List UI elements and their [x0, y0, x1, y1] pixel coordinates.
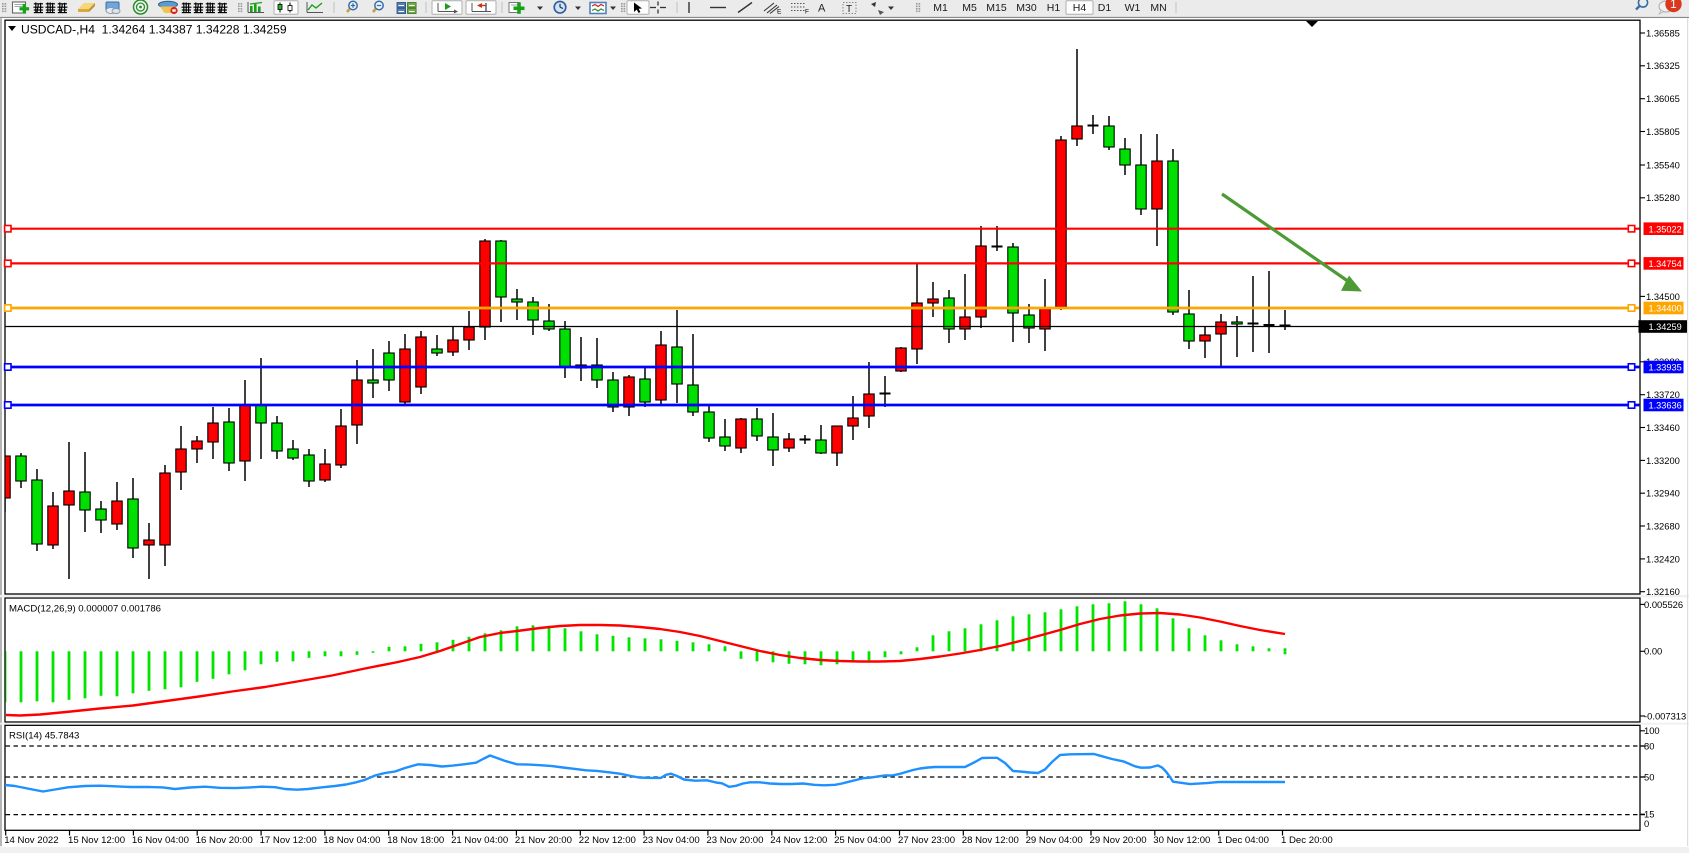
svg-text:50: 50: [1644, 771, 1654, 782]
svg-text:29 Nov 04:00: 29 Nov 04:00: [1026, 835, 1083, 846]
svg-text:1 Dec 20:00: 1 Dec 20:00: [1281, 835, 1333, 846]
svg-text:18 Nov 18:00: 18 Nov 18:00: [387, 835, 444, 846]
svg-text:1.32420: 1.32420: [1646, 553, 1680, 564]
svg-text:-0.007313: -0.007313: [1644, 710, 1686, 721]
svg-text:17 Nov 12:00: 17 Nov 12:00: [260, 835, 317, 846]
svg-text:1.36585: 1.36585: [1646, 27, 1680, 38]
svg-text:M30: M30: [1016, 2, 1037, 14]
svg-text:1.33460: 1.33460: [1646, 422, 1680, 433]
svg-text:27 Nov 23:00: 27 Nov 23:00: [898, 835, 955, 846]
svg-text:23 Nov 20:00: 23 Nov 20:00: [706, 835, 763, 846]
svg-text:15: 15: [1644, 809, 1654, 820]
svg-text:1.33935: 1.33935: [1649, 363, 1682, 373]
svg-text:29 Nov 20:00: 29 Nov 20:00: [1090, 835, 1147, 846]
svg-text:1.34754: 1.34754: [1649, 259, 1682, 269]
svg-text:1.35540: 1.35540: [1646, 159, 1680, 170]
svg-text:USDCAD-,H4 1.34264 1.34387 1.: USDCAD-,H4 1.34264 1.34387 1.34228 1.342…: [21, 23, 287, 37]
svg-text:M15: M15: [986, 2, 1007, 14]
svg-text:RSI(14) 45.7843: RSI(14) 45.7843: [9, 731, 79, 742]
svg-text:0: 0: [1644, 818, 1649, 829]
svg-text:1.33636: 1.33636: [1649, 401, 1682, 411]
svg-text:W1: W1: [1125, 2, 1141, 14]
svg-text:1.35022: 1.35022: [1649, 224, 1682, 234]
svg-text:H1: H1: [1047, 2, 1061, 14]
svg-text:M1: M1: [933, 2, 948, 14]
svg-text:100: 100: [1644, 725, 1660, 736]
svg-text:24 Nov 12:00: 24 Nov 12:00: [770, 835, 827, 846]
svg-text:22 Nov 12:00: 22 Nov 12:00: [579, 835, 636, 846]
svg-text:16 Nov 20:00: 16 Nov 20:00: [196, 835, 253, 846]
svg-text:H4: H4: [1073, 2, 1087, 14]
svg-text:1.34500: 1.34500: [1646, 291, 1680, 302]
svg-text:15 Nov 12:00: 15 Nov 12:00: [68, 835, 125, 846]
svg-text:28 Nov 12:00: 28 Nov 12:00: [962, 835, 1019, 846]
svg-text:21 Nov 04:00: 21 Nov 04:00: [451, 835, 508, 846]
svg-text:F: F: [805, 9, 809, 16]
svg-text:0.005526: 0.005526: [1644, 599, 1683, 610]
svg-text:16 Nov 04:00: 16 Nov 04:00: [132, 835, 189, 846]
svg-text:A: A: [818, 3, 826, 15]
svg-text:M5: M5: [962, 2, 977, 14]
svg-text:1.32680: 1.32680: [1646, 520, 1680, 531]
svg-text:1.36325: 1.36325: [1646, 60, 1680, 71]
svg-text:80: 80: [1644, 740, 1654, 751]
svg-text:1.33720: 1.33720: [1646, 389, 1680, 400]
svg-text:30 Nov 12:00: 30 Nov 12:00: [1153, 835, 1210, 846]
svg-text:1.36065: 1.36065: [1646, 93, 1680, 104]
svg-text:0.00: 0.00: [1644, 646, 1662, 657]
svg-text:1.33200: 1.33200: [1646, 455, 1680, 466]
svg-text:18 Nov 04:00: 18 Nov 04:00: [323, 835, 380, 846]
svg-text:E: E: [777, 9, 782, 16]
svg-text:1 Dec 04:00: 1 Dec 04:00: [1217, 835, 1269, 846]
svg-text:1.34259: 1.34259: [1649, 322, 1682, 332]
svg-text:1: 1: [1670, 0, 1676, 11]
svg-text:MACD(12,26,9) 0.000007 0.00178: MACD(12,26,9) 0.000007 0.001786: [9, 604, 161, 615]
svg-text:14 Nov 2022: 14 Nov 2022: [4, 835, 58, 846]
svg-text:MN: MN: [1150, 2, 1166, 14]
svg-text:1.32160: 1.32160: [1646, 586, 1680, 597]
svg-text:1.35805: 1.35805: [1646, 126, 1680, 137]
svg-text:1.35280: 1.35280: [1646, 192, 1680, 203]
svg-text:1.34400: 1.34400: [1649, 304, 1682, 314]
svg-text:23 Nov 04:00: 23 Nov 04:00: [643, 835, 700, 846]
svg-text:D1: D1: [1098, 2, 1112, 14]
svg-text:1.32940: 1.32940: [1646, 488, 1680, 499]
svg-text:21 Nov 20:00: 21 Nov 20:00: [515, 835, 572, 846]
svg-text:T: T: [846, 4, 852, 15]
svg-text:25 Nov 04:00: 25 Nov 04:00: [834, 835, 891, 846]
